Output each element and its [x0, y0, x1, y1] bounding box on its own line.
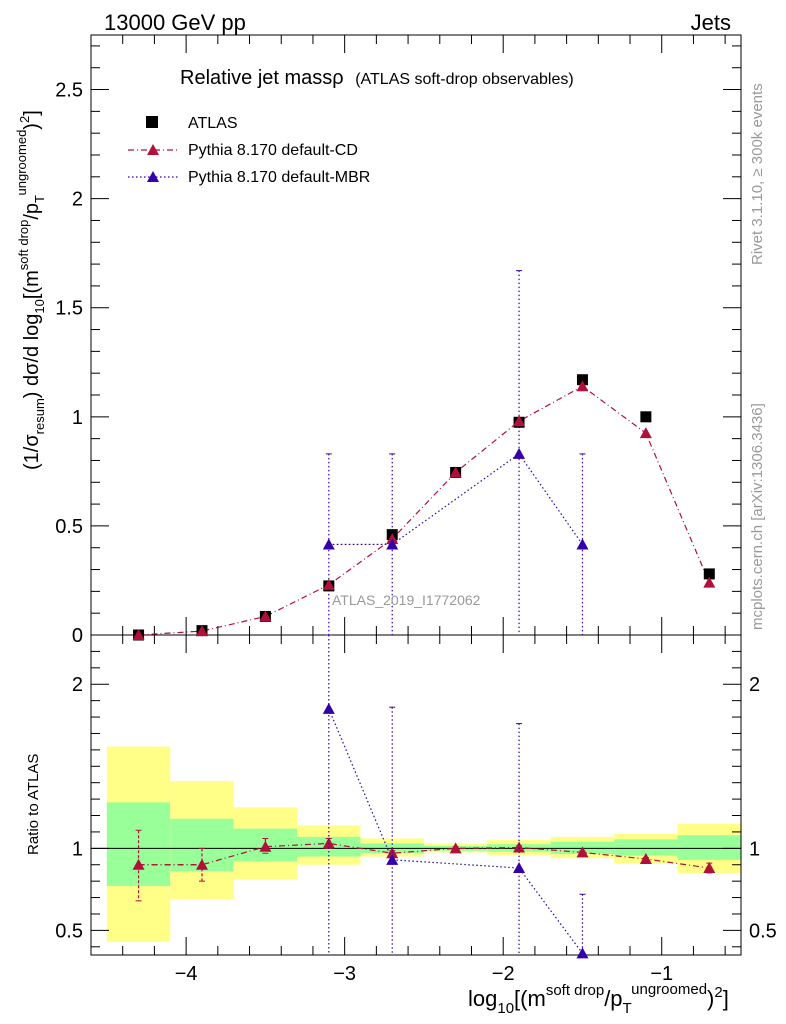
ratio-panel-frame: [90, 634, 742, 956]
xlabel-sub-t: T: [623, 1000, 632, 1017]
ylabel-part-f: ]: [21, 110, 43, 116]
ratio-cd-point-4: [386, 847, 399, 859]
ratio-cd-point-0: [132, 858, 145, 870]
x-tick-label: −4: [175, 963, 198, 985]
legend-label-mbr: Pythia 8.170 default-MBR: [188, 169, 370, 186]
cd-point-8: [639, 427, 652, 439]
cd-point-3: [322, 578, 335, 590]
legend-marker-mbr: [147, 171, 159, 182]
plot-title-main: Relative jet massρ: [180, 67, 344, 89]
series-line-mbr: [328, 453, 583, 546]
ylabel-sub10: 10: [32, 299, 47, 313]
ylabel-part-b: ) dσ/d log: [21, 314, 43, 399]
rivet-version-label: Rivet 3.1.10, ≥ 300k events: [749, 83, 766, 265]
x-tick-label: −2: [492, 963, 515, 985]
plot-title-subtitle: (ATLAS soft-drop observables): [355, 71, 573, 88]
xlabel-pre: log: [468, 986, 497, 1011]
ratio-mbr-point-0: [322, 702, 335, 714]
cd-point-1: [195, 625, 208, 637]
mbr-point-3: [576, 538, 589, 550]
main-y-axis-label: (1/σresum) dσ/d log10[(msoft drop/pTungr…: [14, 110, 47, 470]
main-y-tick-label: 0: [72, 625, 83, 647]
xlabel-close: ]: [723, 986, 729, 1011]
ylabel-sup-2: 2: [17, 116, 32, 123]
legend: ATLAS Pythia 8.170 default-CD Pythia 8.1…: [128, 115, 370, 186]
xlabel-sup-2: 2: [714, 984, 722, 1001]
ratio-cd-point-6: [513, 841, 526, 853]
mbr-point-0: [322, 538, 335, 550]
ratio-y-tick-label-left: 2: [72, 674, 83, 696]
ylabel-part-d: /p: [21, 203, 43, 220]
cd-point-0: [132, 629, 145, 640]
atlas-point-7: [576, 374, 588, 386]
mbr-point-2: [513, 447, 526, 459]
main-y-tick-label: 1.5: [55, 298, 83, 320]
main-y-tick-label: 0.5: [55, 516, 83, 538]
ratio-mbr-point-1: [386, 853, 399, 865]
cd-point-2: [259, 610, 272, 622]
cd-point-9: [703, 576, 716, 588]
series-line-cd: [138, 385, 710, 636]
main-y-tick-label: 2: [72, 189, 83, 211]
ratio-line-cd: [138, 842, 710, 869]
atlas-point-8: [640, 411, 652, 423]
ratio-cd-point-8: [639, 853, 652, 864]
cd-point-7: [576, 380, 589, 392]
axis-ticks: −4 −3 −2 −1 0 0.5 1 1.5 2 2.5 0.5 0.5 1 1 2 2: [55, 35, 777, 985]
ratio-plot-series: [132, 634, 716, 959]
ylabel-sub-resum: resum: [32, 398, 47, 434]
ratio-line-mbr: [328, 708, 583, 954]
ratio-y-axis-label: Ratio to ATLAS: [25, 754, 42, 855]
header-process-label: Jets: [691, 10, 731, 35]
ratio-y-tick-label-right: 1: [749, 838, 760, 860]
ratio-uncertainty-bands: [106, 746, 741, 942]
x-axis-label: log10[(msoft drop/pTungroomed)2]: [468, 981, 729, 1017]
legend-label-cd: Pythia 8.170 default-CD: [188, 142, 358, 159]
ratio-cd-point-2: [259, 840, 272, 852]
ratio-band-inner-9: [677, 835, 741, 860]
ratio-band-inner-0: [106, 802, 171, 887]
xlabel-sup-softdrop: soft drop: [546, 982, 604, 999]
main-y-tick-label: 1: [72, 407, 83, 429]
ratio-mbr-point-3: [576, 947, 589, 959]
legend-label-atlas: ATLAS: [188, 115, 238, 132]
x-tick-label: −1: [650, 963, 673, 985]
analysis-id-label: ATLAS_2019_I1772062: [332, 592, 481, 608]
ratio-cd-point-1: [195, 858, 208, 870]
ratio-cd-point-5: [449, 842, 462, 854]
ratio-y-tick-label-right: 2: [749, 674, 760, 696]
ratio-cd-point-3: [322, 837, 335, 849]
plot-title: Relative jet massρ (ATLAS soft-drop obse…: [180, 67, 574, 89]
legend-marker-cd: [147, 144, 159, 155]
cd-point-6: [513, 415, 526, 427]
xlabel-div: /p: [604, 986, 622, 1011]
ylabel-sup-ungroomed: ungroomed: [14, 130, 29, 196]
atlas-point-9: [703, 568, 715, 580]
xlabel-end: ): [707, 986, 714, 1011]
ylabel-sup-softdrop: soft drop: [16, 220, 31, 271]
ylabel-part-a: (1/σ: [21, 434, 43, 470]
main-y-tick-label: 2.5: [55, 80, 83, 102]
xlabel-mid: [(m: [514, 986, 546, 1011]
main-plot-series: [132, 270, 716, 641]
ratio-cd-point-9: [703, 862, 716, 874]
ylabel-sub-t: T: [32, 195, 47, 203]
ylabel-part-c: [(m: [21, 270, 43, 299]
ratio-y-tick-label-right: 0.5: [749, 920, 777, 942]
ratio-cd-point-7: [576, 846, 589, 858]
ratio-y-tick-label-left: 1: [72, 838, 83, 860]
legend-marker-atlas: [146, 116, 158, 128]
xlabel-sup-ungroomed: ungroomed: [631, 981, 707, 998]
ratio-band-inner-8: [614, 839, 678, 856]
mcplots-reference-label: mcplots.cern.ch [arXiv:1306.3436]: [749, 403, 766, 630]
ratio-mbr-point-2: [513, 862, 526, 874]
ratio-y-tick-label-left: 0.5: [55, 920, 83, 942]
header-energy-label: 13000 GeV pp: [104, 10, 246, 35]
xlabel-sub10: 10: [497, 1000, 514, 1017]
x-tick-label: −3: [333, 963, 356, 985]
cd-point-5: [449, 466, 462, 478]
ylabel-part-e: ): [21, 123, 43, 130]
mbr-point-1: [386, 538, 399, 550]
